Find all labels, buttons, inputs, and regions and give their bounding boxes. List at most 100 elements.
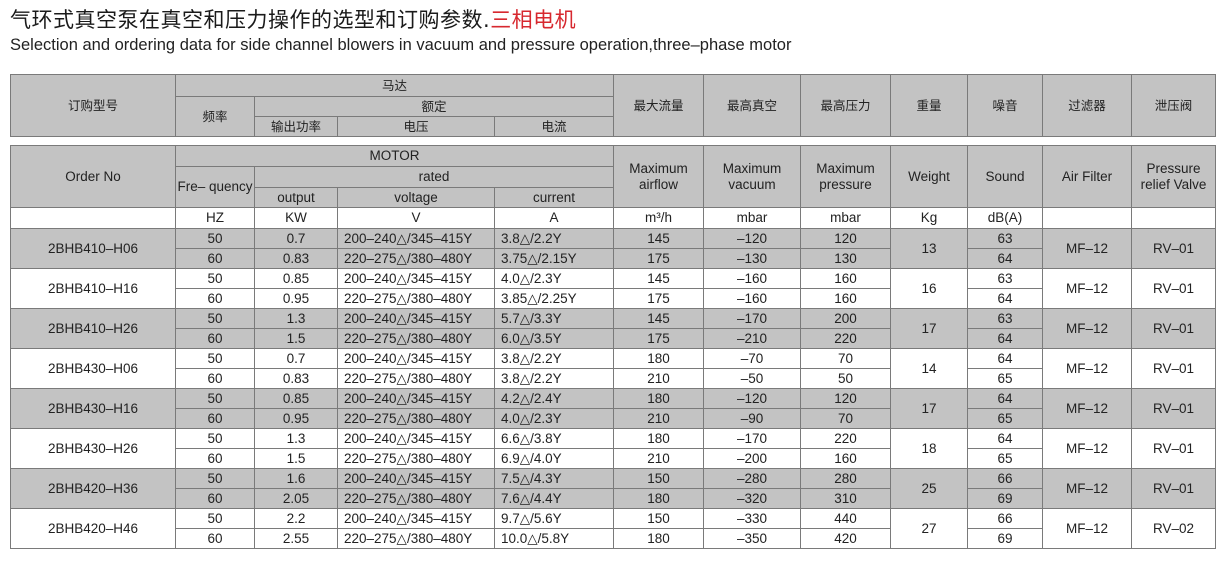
valve-cell: RV–01 [1131, 228, 1216, 269]
model-cell: 2BHB430–H16 [10, 388, 176, 429]
model-cell: 2BHB430–H06 [10, 348, 176, 389]
voltage-cell: 220–275△/380–480Y [337, 408, 495, 429]
voltage-cell: 220–275△/380–480Y [337, 448, 495, 469]
weight-cell: 16 [890, 268, 968, 309]
airflow-cell: 145 [613, 308, 704, 329]
current-cell: 6.0△/3.5Y [494, 328, 614, 349]
unit-weight: Kg [890, 207, 968, 229]
sound-cell: 65 [967, 368, 1043, 389]
filter-cell: MF–12 [1042, 228, 1132, 269]
table-row: 60 2.55 220–275△/380–480Y 10.0△/5.8Y 180 –350… [11, 528, 1216, 549]
filter-cell: MF–12 [1042, 308, 1132, 349]
weight-cell: 27 [890, 508, 968, 549]
voltage-cell: 200–240△/345–415Y [337, 428, 495, 449]
freq-cell: 60 [175, 248, 255, 269]
sound-cell: 69 [967, 488, 1043, 509]
table-row: 60 0.95 220–275△/380–480Y 4.0△/2.3Y 210 –90 70… [11, 408, 1216, 429]
header-airflow-en: Maximum airflow [613, 145, 704, 208]
valve-cell: RV–01 [1131, 468, 1216, 509]
header-rated-cn: 额定 [253, 96, 615, 117]
title-cn-highlight: 三相电机 [490, 8, 577, 32]
current-cell: 4.2△/2.4Y [494, 388, 614, 409]
header-filter-en: Air Filter [1042, 145, 1132, 208]
pressure-cell: 160 [800, 288, 891, 309]
pressure-cell: 160 [800, 268, 891, 289]
voltage-cell: 200–240△/345–415Y [337, 268, 495, 289]
output-cell: 1.3 [254, 428, 338, 449]
current-cell: 6.9△/4.0Y [494, 448, 614, 469]
output-cell: 0.95 [254, 408, 338, 429]
valve-cell: RV–01 [1131, 308, 1216, 349]
output-cell: 2.55 [254, 528, 338, 549]
voltage-cell: 220–275△/380–480Y [337, 368, 495, 389]
unit-vacuum: mbar [703, 207, 801, 229]
pressure-cell: 50 [800, 368, 891, 389]
model-cell: 2BHB420–H36 [10, 468, 176, 509]
table-row: 2BHB420–H36 50 1.6 200–240△/345–415Y 7.5△/4.… [10, 468, 1216, 509]
vacuum-cell: –130 [703, 248, 801, 269]
current-cell: 4.0△/2.3Y [494, 408, 614, 429]
current-cell: 7.5△/4.3Y [494, 468, 614, 489]
output-cell: 0.85 [254, 268, 338, 289]
freq-cell: 60 [175, 488, 255, 509]
header-order-no-en: Order No [10, 145, 176, 208]
current-cell: 3.75△/2.15Y [494, 248, 614, 269]
filter-cell: MF–12 [1042, 348, 1132, 389]
header-current-cn: 电流 [493, 116, 615, 137]
title-cn-main: 气环式真空泵在真空和压力操作的选型和订购参数. [10, 8, 491, 32]
output-cell: 0.7 [254, 348, 338, 369]
header-sound-cn: 噪音 [967, 74, 1044, 137]
output-cell: 1.3 [254, 308, 338, 329]
table-row: 60 0.95 220–275△/380–480Y 3.85△/2.25Y 175 –16… [11, 288, 1216, 309]
header-output-en: output [254, 187, 338, 208]
freq-cell: 50 [175, 508, 255, 529]
model-cell: 2BHB410–H26 [10, 308, 176, 349]
header-weight-cn: 重量 [890, 74, 969, 137]
vacuum-cell: –70 [703, 348, 801, 369]
airflow-cell: 150 [613, 508, 704, 529]
freq-cell: 50 [175, 268, 255, 289]
voltage-cell: 200–240△/345–415Y [337, 388, 495, 409]
table-row: 60 1.5 220–275△/380–480Y 6.9△/4.0Y 210 –200 16… [11, 448, 1216, 469]
pressure-cell: 220 [800, 428, 891, 449]
pressure-cell: 70 [800, 348, 891, 369]
vacuum-cell: –160 [703, 288, 801, 309]
output-cell: 2.05 [254, 488, 338, 509]
table-row: 2BHB420–H46 50 2.2 200–240△/345–415Y 9.7△/5.… [10, 508, 1216, 549]
page-title-cn: 气环式真空泵在真空和压力操作的选型和订购参数.三相电机 [10, 8, 576, 32]
header-order-no-cn: 订购型号 [10, 74, 176, 137]
header-sound-en: Sound [967, 145, 1043, 208]
model-cell: 2BHB410–H16 [10, 268, 176, 309]
header-airflow-cn: 最大流量 [613, 74, 705, 137]
header-valve-en: Pressure relief Valve [1131, 145, 1216, 208]
header-motor-en: MOTOR [175, 145, 614, 167]
unit-sound: dB(A) [967, 207, 1043, 229]
weight-cell: 17 [890, 308, 968, 349]
table-row: 2BHB430–H26 50 1.3 200–240△/345–415Y 6.6△/3.… [10, 428, 1216, 469]
freq-cell: 60 [175, 368, 255, 389]
airflow-cell: 180 [613, 388, 704, 409]
freq-cell: 60 [175, 328, 255, 349]
pressure-cell: 420 [800, 528, 891, 549]
output-cell: 0.95 [254, 288, 338, 309]
table-row: 2BHB430–H16 50 0.85 200–240△/345–415Y 4.2△/2… [10, 388, 1216, 429]
filter-cell: MF–12 [1042, 388, 1132, 429]
current-cell: 3.8△/2.2Y [494, 368, 614, 389]
valve-cell: RV–01 [1131, 428, 1216, 469]
voltage-cell: 220–275△/380–480Y [337, 248, 495, 269]
pressure-cell: 120 [800, 228, 891, 249]
header-pressure-cn: 最高压力 [800, 74, 892, 137]
unit-voltage: V [337, 207, 495, 229]
vacuum-cell: –170 [703, 308, 801, 329]
airflow-cell: 145 [613, 268, 704, 289]
unit-frequency: HZ [175, 207, 255, 229]
output-cell: 1.5 [254, 448, 338, 469]
table-row: 60 1.5 220–275△/380–480Y 6.0△/3.5Y 175 –210 22… [11, 328, 1216, 349]
current-cell: 10.0△/5.8Y [494, 528, 614, 549]
freq-cell: 60 [175, 528, 255, 549]
unit-pressure: mbar [800, 207, 891, 229]
header-frequency-en: Fre– quency [175, 166, 255, 208]
sound-cell: 63 [967, 268, 1043, 289]
sound-cell: 65 [967, 448, 1043, 469]
voltage-cell: 200–240△/345–415Y [337, 468, 495, 489]
